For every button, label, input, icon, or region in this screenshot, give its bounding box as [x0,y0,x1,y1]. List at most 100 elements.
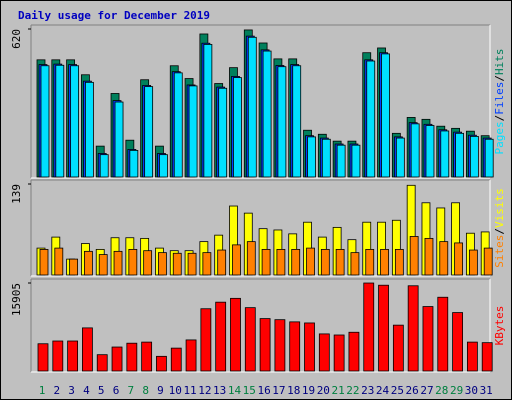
bar [289,321,301,372]
bar [203,44,213,178]
bar [246,241,256,276]
bar [292,65,302,178]
bar [158,252,167,276]
legend-separator: / [493,115,506,122]
bar [69,258,79,276]
x-tick-label: 7 [128,384,135,397]
bar [318,333,330,372]
bar [380,248,389,276]
x-tick-label: 11 [183,384,196,397]
bar [170,347,182,372]
x-tick-label: 14 [228,384,242,397]
x-tick-label: 10 [169,384,182,397]
bar [200,308,212,372]
bar [259,318,271,372]
legend: Sites/Visits [493,188,506,268]
bar [159,154,168,178]
legend-entry: Sites [493,235,506,268]
bar [455,132,464,178]
bar [381,53,390,178]
bar [422,306,434,372]
bar [52,340,64,372]
bar [232,244,241,276]
legend: KBytes [493,306,506,346]
x-tick-label: 13 [213,384,226,397]
bar [129,149,139,178]
bar [320,248,330,276]
bar [114,101,124,178]
bar [394,248,404,276]
bar [233,77,242,178]
bar [306,247,315,276]
bar [96,354,108,372]
legend-separator: / [493,228,506,235]
bar [39,248,49,276]
bar [156,355,167,372]
bar [172,252,182,276]
bar [276,248,286,276]
bar [85,81,94,178]
x-tick-label: 27 [420,384,433,397]
bar [217,249,227,276]
bar [321,138,331,178]
bar [141,341,153,372]
bar [98,254,108,276]
y-max-label: 620 [10,29,23,49]
x-tick-label: 20 [317,384,330,397]
bar [247,36,257,178]
x-tick-label: 3 [68,384,75,397]
bar [335,248,345,276]
bar [409,236,419,276]
bar [173,72,183,178]
x-tick-label: 30 [465,384,478,397]
x-tick-label: 31 [480,384,493,397]
x-tick-label: 1 [39,384,46,397]
bar [262,50,272,178]
bar [439,241,449,276]
bar [244,307,256,372]
x-tick-label: 28 [435,384,448,397]
x-tick-label: 16 [257,384,270,397]
x-tick-label: 4 [83,384,90,397]
bar [128,248,138,276]
bar [55,64,65,178]
bar [348,331,360,372]
bar [410,123,420,178]
x-tick-label: 6 [113,384,120,397]
bar [187,252,197,276]
x-tick-label: 18 [287,384,300,397]
bar [336,144,346,178]
bar [215,301,227,372]
legend-entry: Files [493,82,506,115]
bar [440,130,450,178]
bar [111,346,123,372]
bar [277,66,287,178]
x-tick-label: 15 [243,384,256,397]
x-tick-label: 2 [53,384,60,397]
bar [99,154,109,178]
y-max-label: 139 [10,184,23,204]
bar [363,282,375,372]
bar [84,250,93,276]
bar [378,284,389,372]
bar [484,138,494,178]
x-tick-label: 23 [361,384,374,397]
bar [333,334,345,372]
bar [188,85,198,178]
bar [144,86,154,178]
bar [466,341,478,372]
bar [82,327,93,372]
bar [70,65,80,178]
bar [424,237,434,276]
bar [202,252,212,276]
bar [307,136,316,178]
bar [274,319,286,372]
x-tick-label: 5 [98,384,105,397]
x-tick-label: 21 [332,384,345,397]
bar [37,343,49,372]
y-max-label: 15905 [10,283,23,316]
bar [483,247,493,276]
bar [40,65,50,178]
legend-separator: / [493,75,506,82]
x-tick-label: 24 [376,384,390,397]
